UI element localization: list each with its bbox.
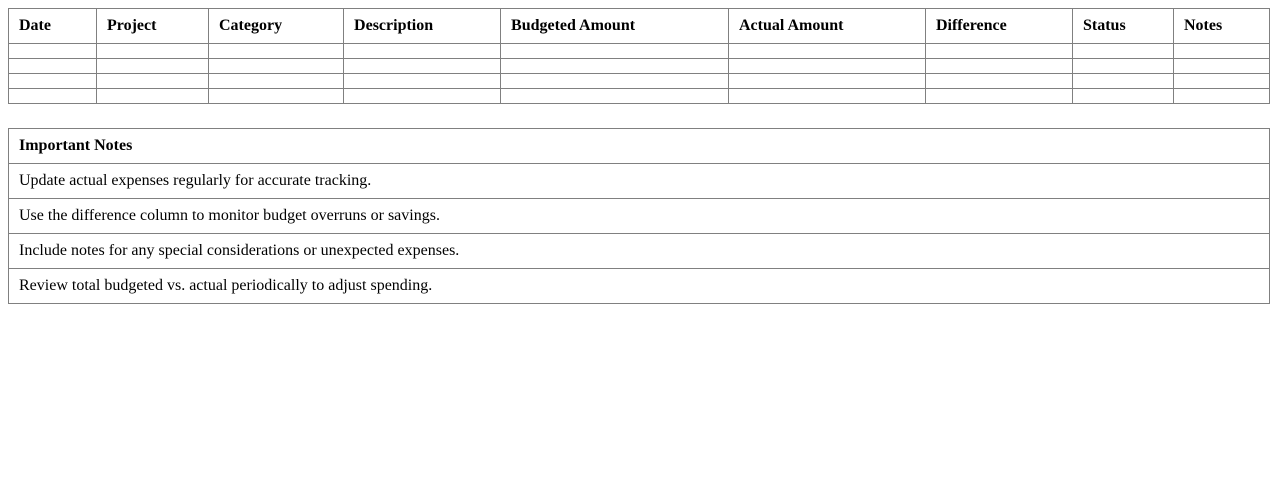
- budget-cell-budgeted-amount: [500, 58, 729, 74]
- budget-cell-date: [7, 73, 98, 89]
- budget-cell-difference: [924, 58, 1073, 74]
- budget-cell-project: [96, 58, 209, 74]
- budget-cell-notes: [1172, 73, 1271, 89]
- note-row: Review total budgeted vs. actual periodi…: [8, 268, 1270, 304]
- column-header-description: Description: [343, 8, 502, 44]
- notes-title: Important Notes: [8, 128, 1270, 164]
- note-item: Update actual expenses regularly for acc…: [8, 163, 1270, 199]
- budget-cell-notes: [1172, 88, 1271, 104]
- column-header-project: Project: [96, 8, 209, 44]
- budget-cell-status: [1071, 88, 1174, 104]
- budget-cell-category: [207, 73, 345, 89]
- notes-header-row: Important Notes: [8, 128, 1270, 164]
- budget-cell-budgeted-amount: [500, 88, 729, 104]
- budget-empty-row: [7, 88, 1271, 104]
- budget-cell-date: [7, 88, 98, 104]
- budget-header-row: Date Project Category Description Budget…: [7, 8, 1271, 44]
- budget-cell-project: [96, 43, 209, 59]
- budget-cell-description: [343, 58, 502, 74]
- column-header-date: Date: [7, 8, 98, 44]
- budget-cell-budgeted-amount: [500, 73, 729, 89]
- budget-cell-description: [343, 73, 502, 89]
- budget-cell-budgeted-amount: [500, 43, 729, 59]
- budget-cell-notes: [1172, 43, 1271, 59]
- budget-cell-actual-amount: [728, 43, 926, 59]
- important-notes-table: Important Notes Update actual expenses r…: [8, 128, 1270, 304]
- column-header-actual-amount: Actual Amount: [728, 8, 926, 44]
- column-header-difference: Difference: [924, 8, 1073, 44]
- budget-table: Date Project Category Description Budget…: [7, 8, 1271, 104]
- budget-cell-category: [207, 88, 345, 104]
- budget-cell-project: [96, 73, 209, 89]
- budget-cell-status: [1071, 58, 1174, 74]
- column-header-notes: Notes: [1172, 8, 1271, 44]
- budget-cell-difference: [924, 88, 1073, 104]
- budget-cell-status: [1071, 73, 1174, 89]
- budget-cell-description: [343, 88, 502, 104]
- budget-cell-date: [7, 43, 98, 59]
- column-header-status: Status: [1071, 8, 1174, 44]
- note-row: Update actual expenses regularly for acc…: [8, 163, 1270, 199]
- column-header-budgeted-amount: Budgeted Amount: [500, 8, 729, 44]
- budget-cell-status: [1071, 43, 1174, 59]
- budget-cell-actual-amount: [728, 73, 926, 89]
- budget-cell-date: [7, 58, 98, 74]
- budget-cell-description: [343, 43, 502, 59]
- budget-cell-project: [96, 88, 209, 104]
- note-item: Include notes for any special considerat…: [8, 233, 1270, 269]
- note-item: Review total budgeted vs. actual periodi…: [8, 268, 1270, 304]
- column-header-category: Category: [207, 8, 345, 44]
- budget-cell-category: [207, 58, 345, 74]
- note-item: Use the difference column to monitor bud…: [8, 198, 1270, 234]
- budget-cell-notes: [1172, 58, 1271, 74]
- budget-cell-category: [207, 43, 345, 59]
- note-row: Use the difference column to monitor bud…: [8, 198, 1270, 234]
- budget-cell-actual-amount: [728, 58, 926, 74]
- budget-empty-row: [7, 58, 1271, 74]
- budget-cell-difference: [924, 73, 1073, 89]
- budget-cell-difference: [924, 43, 1073, 59]
- budget-document: Date Project Category Description Budget…: [7, 8, 1271, 304]
- budget-empty-row: [7, 43, 1271, 59]
- note-row: Include notes for any special considerat…: [8, 233, 1270, 269]
- budget-cell-actual-amount: [728, 88, 926, 104]
- budget-empty-row: [7, 73, 1271, 89]
